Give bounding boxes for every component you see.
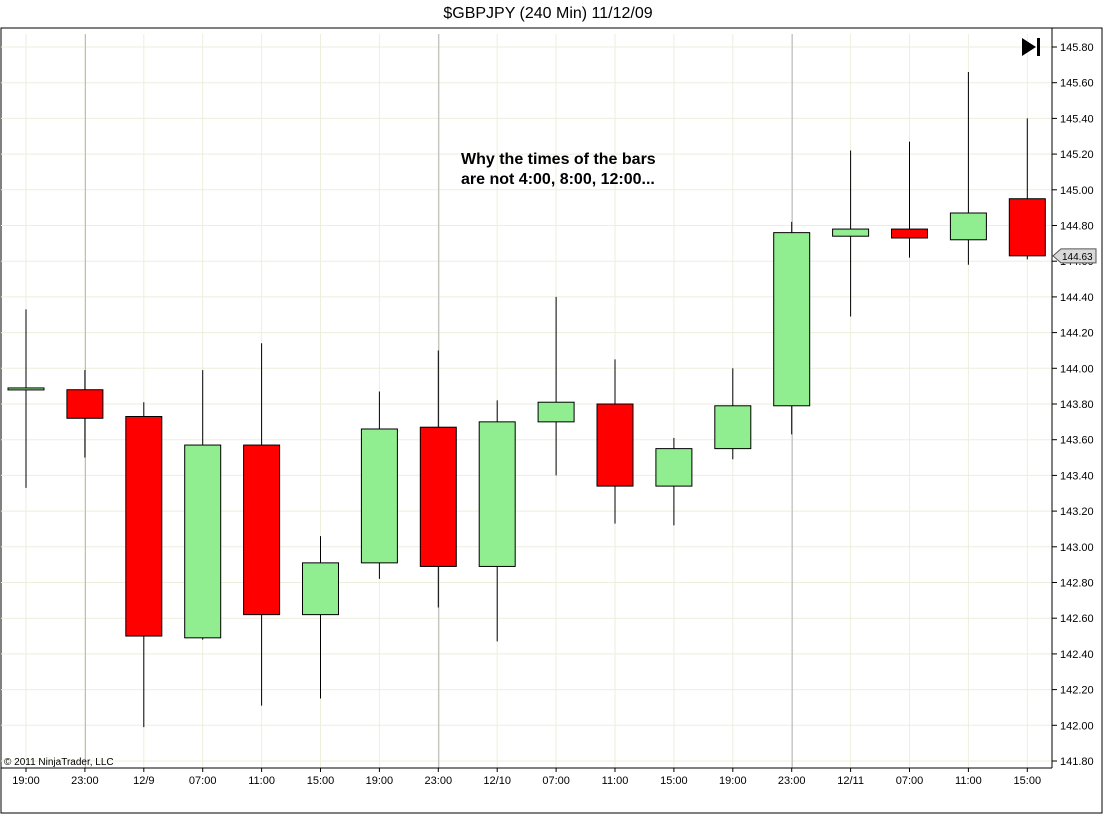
candle	[537, 296, 575, 476]
candle-body-up	[478, 421, 516, 567]
candle	[419, 350, 457, 608]
candle	[714, 368, 752, 460]
candle	[832, 150, 870, 317]
candle	[949, 71, 987, 265]
candle-body-up	[832, 228, 870, 237]
candle	[655, 437, 693, 526]
x-tick-label: 11:00	[248, 775, 275, 787]
x-tick-label: 12/10	[483, 775, 511, 787]
y-tick-label: 144.40	[1060, 292, 1094, 304]
annotation-line-2: are not 4:00, 8:00, 12:00...	[461, 171, 655, 188]
y-tick-label: 143.20	[1060, 506, 1094, 518]
candle	[1008, 118, 1046, 260]
candle	[184, 370, 222, 640]
y-tick-label: 143.00	[1060, 542, 1094, 554]
candle	[360, 391, 398, 579]
candle	[7, 309, 45, 488]
y-tick-label: 144.80	[1060, 221, 1094, 233]
candle	[243, 343, 281, 706]
candle	[596, 359, 634, 524]
candle	[478, 400, 516, 642]
x-tick-label: 11:00	[602, 775, 629, 787]
x-tick-label: 23:00	[71, 775, 99, 787]
y-tick-label: 143.40	[1060, 470, 1094, 482]
candle-body-up	[360, 428, 398, 564]
candle-body-up	[184, 444, 222, 639]
y-tick-label: 145.20	[1060, 149, 1094, 161]
candles	[7, 71, 1046, 728]
candle	[302, 536, 339, 699]
x-tick-label: 23:00	[778, 775, 806, 787]
x-tick-label: 19:00	[366, 775, 394, 787]
grid-lines	[1, 34, 1052, 768]
chart-annotation: Why the times of the bars are not 4:00, …	[461, 151, 656, 188]
x-tick-label: 19:00	[12, 775, 40, 787]
x-tick-label: 11:00	[955, 775, 982, 787]
x-tick-label: 19:00	[719, 775, 747, 787]
x-tick-label: 07:00	[189, 775, 217, 787]
x-tick-label: 07:00	[896, 775, 924, 787]
skip-to-end-icon[interactable]	[1022, 38, 1040, 56]
candle-body-down	[125, 415, 163, 637]
candle-body-down	[596, 403, 634, 487]
candle-body-up	[537, 401, 575, 423]
x-tick-label: 15:00	[307, 775, 335, 787]
y-tick-label: 144.20	[1060, 328, 1094, 340]
x-tick-label: 12/11	[837, 775, 864, 787]
copyright-text: © 2011 NinjaTrader, LLC	[4, 757, 114, 768]
x-tick-label: 15:00	[660, 775, 688, 787]
last-price-tag	[1052, 248, 1097, 264]
candle-body-down	[419, 426, 457, 567]
candle-body-up	[773, 232, 811, 407]
x-axis-ticks: 19:00 23:00 12/9 07:00 11:00 15:00 19:00 23:00 1…	[12, 768, 1041, 787]
chart-title: $GBPJPY (240 Min) 11/12/09	[443, 5, 652, 22]
y-tick-label: 142.80	[1060, 578, 1094, 590]
candle	[773, 221, 811, 435]
candle-body-up	[949, 212, 987, 241]
x-tick-label: 15:00	[1014, 775, 1042, 787]
y-tick-label: 145.60	[1060, 78, 1094, 90]
candle-body-up	[714, 405, 752, 450]
y-tick-label: 142.40	[1060, 649, 1094, 661]
y-tick-label: 142.20	[1060, 685, 1094, 697]
last-price-marker: 144.63	[1052, 248, 1097, 264]
candle-body-down	[891, 228, 928, 239]
x-tick-label: 23:00	[425, 775, 453, 787]
y-tick-label: 143.60	[1060, 435, 1094, 447]
candle-body-down	[66, 389, 104, 419]
x-tick-label: 07:00	[542, 775, 570, 787]
y-tick-label: 143.80	[1060, 399, 1094, 411]
chart-frame	[0, 27, 1103, 814]
y-tick-label: 145.40	[1060, 113, 1094, 125]
last-price-label: 144.63	[1062, 252, 1093, 263]
candle	[125, 402, 163, 728]
x-tick-label: 12/9	[133, 775, 154, 787]
y-tick-label: 142.00	[1060, 720, 1094, 732]
y-tick-label: 141.80	[1060, 756, 1094, 768]
annotation-line-1: Why the times of the bars	[461, 151, 656, 168]
candle-body-up	[7, 387, 45, 391]
candle-body-up	[302, 562, 339, 616]
y-tick-label: 145.00	[1060, 185, 1094, 197]
candle-body-up	[655, 448, 693, 487]
y-axis-ticks: 141.80 142.00 142.20 142.40 142.60 142.80 143.…	[1052, 42, 1094, 768]
y-tick-label: 142.60	[1060, 613, 1094, 625]
candle	[891, 141, 928, 258]
candle-body-down	[1008, 198, 1046, 257]
candle-body-down	[243, 444, 281, 616]
candle	[66, 370, 104, 458]
y-tick-label: 145.80	[1060, 42, 1094, 54]
y-tick-label: 144.00	[1060, 363, 1094, 375]
